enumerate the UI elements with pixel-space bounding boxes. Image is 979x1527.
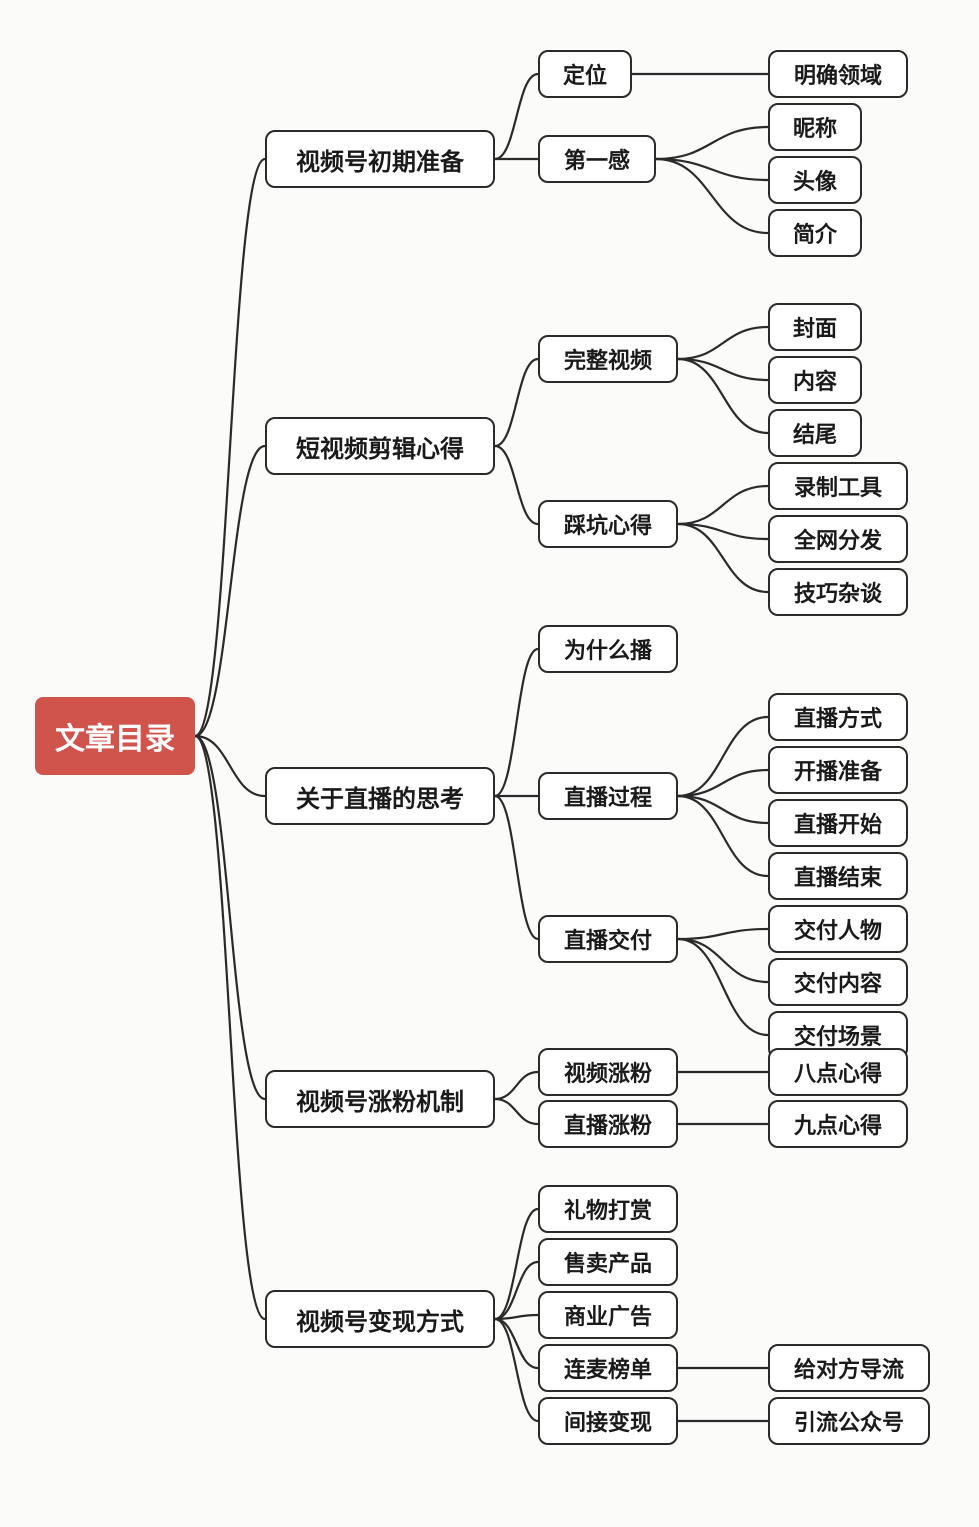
level3-node: 录制工具 bbox=[768, 462, 908, 510]
level3-node: 直播方式 bbox=[768, 693, 908, 741]
level2-node: 定位 bbox=[538, 50, 632, 98]
level2-node: 礼物打赏 bbox=[538, 1185, 678, 1233]
level3-node: 全网分发 bbox=[768, 515, 908, 563]
level3-node: 交付人物 bbox=[768, 905, 908, 953]
level2-node: 直播过程 bbox=[538, 772, 678, 820]
level1-node: 视频号初期准备 bbox=[265, 130, 495, 188]
level2-node: 直播交付 bbox=[538, 915, 678, 963]
level3-node: 内容 bbox=[768, 356, 862, 404]
level3-node: 九点心得 bbox=[768, 1100, 908, 1148]
level2-node: 视频涨粉 bbox=[538, 1048, 678, 1096]
level2-node: 踩坑心得 bbox=[538, 500, 678, 548]
level2-node: 完整视频 bbox=[538, 335, 678, 383]
level3-node: 给对方导流 bbox=[768, 1344, 930, 1392]
level3-node: 引流公众号 bbox=[768, 1397, 930, 1445]
level1-node: 短视频剪辑心得 bbox=[265, 417, 495, 475]
level3-node: 技巧杂谈 bbox=[768, 568, 908, 616]
level2-node: 间接变现 bbox=[538, 1397, 678, 1445]
level2-node: 售卖产品 bbox=[538, 1238, 678, 1286]
level3-node: 昵称 bbox=[768, 103, 862, 151]
level3-node: 交付内容 bbox=[768, 958, 908, 1006]
level3-node: 直播结束 bbox=[768, 852, 908, 900]
level2-node: 第一感 bbox=[538, 135, 656, 183]
level3-node: 直播开始 bbox=[768, 799, 908, 847]
level3-node: 简介 bbox=[768, 209, 862, 257]
level3-node: 明确领域 bbox=[768, 50, 908, 98]
level3-node: 八点心得 bbox=[768, 1048, 908, 1096]
level1-node: 视频号变现方式 bbox=[265, 1290, 495, 1348]
level3-node: 开播准备 bbox=[768, 746, 908, 794]
level2-node: 连麦榜单 bbox=[538, 1344, 678, 1392]
level1-node: 视频号涨粉机制 bbox=[265, 1070, 495, 1128]
level3-node: 头像 bbox=[768, 156, 862, 204]
level3-node: 结尾 bbox=[768, 409, 862, 457]
level2-node: 直播涨粉 bbox=[538, 1100, 678, 1148]
level2-node: 商业广告 bbox=[538, 1291, 678, 1339]
level2-node: 为什么播 bbox=[538, 625, 678, 673]
root-node: 文章目录 bbox=[35, 697, 195, 775]
level1-node: 关于直播的思考 bbox=[265, 767, 495, 825]
level3-node: 封面 bbox=[768, 303, 862, 351]
